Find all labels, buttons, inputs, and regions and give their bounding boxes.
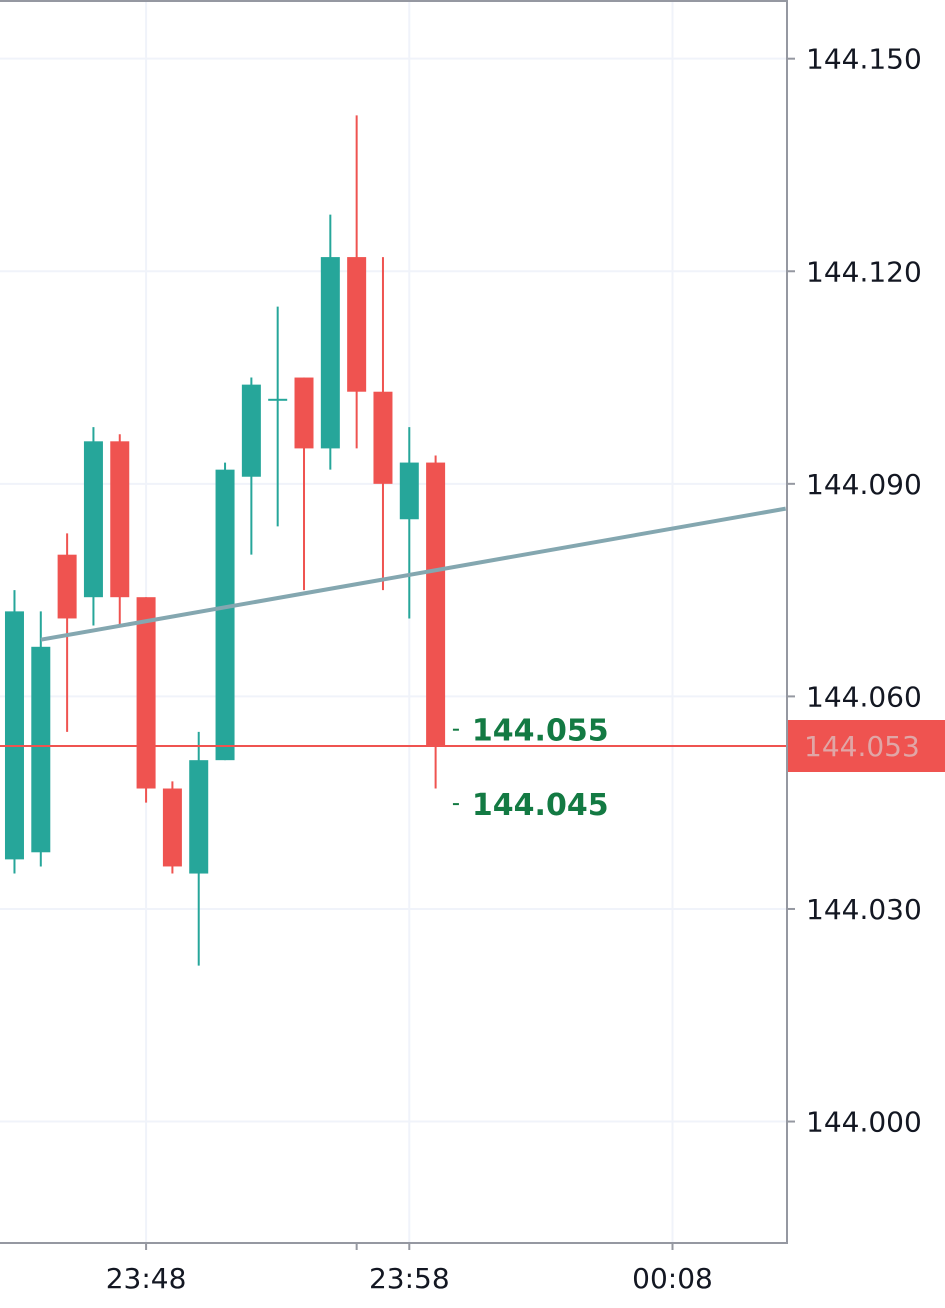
y-tick-label: 144.000 <box>806 1106 922 1139</box>
candle-body-up <box>215 469 235 761</box>
candle-body-up <box>4 611 24 860</box>
candle-body-up <box>320 257 340 449</box>
candle-body-up <box>241 384 261 477</box>
last-price-tag-label: 144.053 <box>804 730 920 763</box>
candle-body-up <box>268 398 288 401</box>
candle-body-down <box>162 788 182 867</box>
price-annotation: 144.045 <box>472 788 609 823</box>
trend-line <box>40 506 787 642</box>
candle-body-down <box>373 391 393 484</box>
candle-body-down <box>294 377 314 449</box>
candle-body-up <box>399 462 419 520</box>
last-price-tag <box>788 720 945 772</box>
candle-body-up <box>189 760 209 874</box>
y-tick-label: 144.060 <box>806 680 922 713</box>
grid-lines <box>0 2 787 1242</box>
candle-body-down <box>57 554 77 619</box>
candle-body-down <box>347 257 367 392</box>
candles <box>4 115 446 966</box>
x-tick-label: 23:58 <box>369 1262 450 1295</box>
y-tick-label: 144.090 <box>806 468 922 501</box>
y-tick-label: 144.030 <box>806 893 922 926</box>
y-tick-label: 144.150 <box>806 43 922 76</box>
candle-body-up <box>31 646 51 853</box>
y-tick-label: 144.120 <box>806 255 922 288</box>
x-tick-label: 00:08 <box>632 1262 713 1295</box>
candle-body-down <box>426 462 446 746</box>
candle-body-down <box>136 597 156 789</box>
price-annotation: 144.055 <box>472 714 609 749</box>
candle-body-up <box>83 441 103 598</box>
overlays: 144.055 144.045 <box>0 506 787 823</box>
candle-body-down <box>110 441 130 598</box>
x-tick-label: 23:48 <box>106 1262 187 1295</box>
